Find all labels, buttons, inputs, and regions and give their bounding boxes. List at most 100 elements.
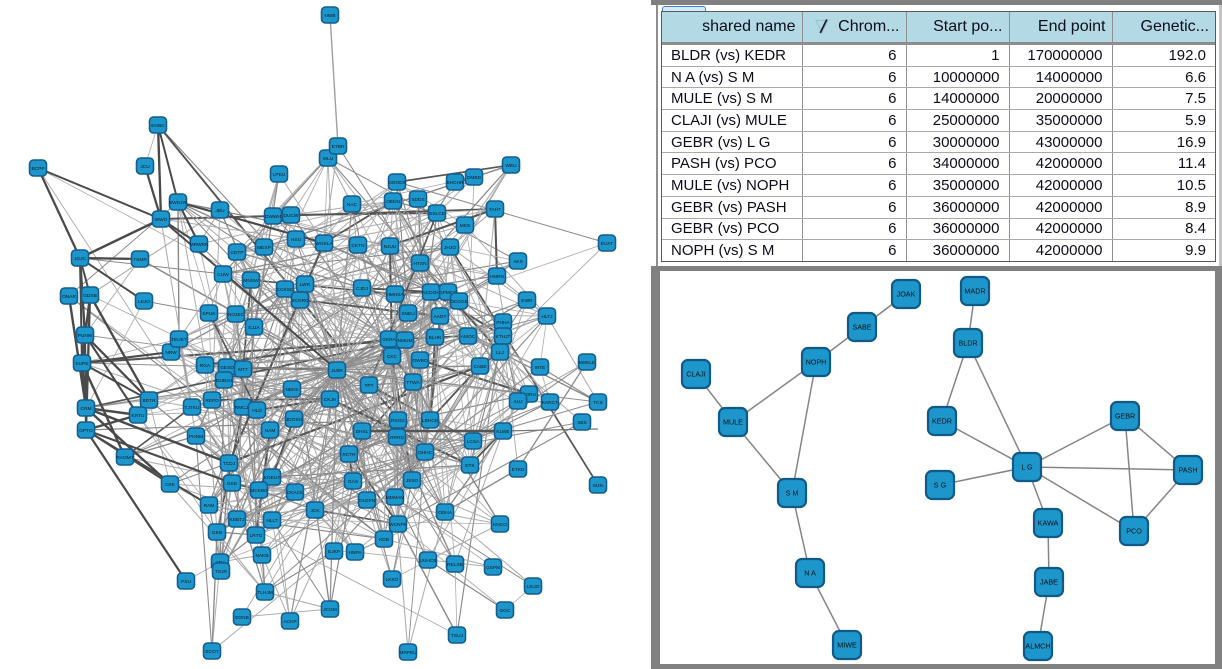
svg-text:SSLCE: SSLCE: [429, 211, 445, 217]
svg-text:ODHA: ODHA: [438, 510, 453, 516]
svg-text:TEUET: TEUET: [171, 337, 187, 343]
svg-text:HMHSA: HMHSA: [386, 292, 404, 298]
svg-text:KAWA: KAWA: [1038, 519, 1059, 528]
svg-text:GKB: GKB: [212, 530, 222, 536]
svg-text:SCGRO: SCGRO: [291, 298, 309, 304]
svg-text:TTWA: TTWA: [406, 380, 420, 386]
svg-text:MSELE: MSELE: [579, 360, 595, 366]
svg-text:ETBR: ETBR: [332, 144, 345, 150]
svg-text:KOEUT: KOEUT: [264, 475, 281, 481]
svg-text:WWO: WWO: [155, 217, 168, 223]
svg-text:JSSO: JSSO: [406, 478, 419, 484]
svg-text:WGKLA: WGKLA: [315, 241, 333, 247]
svg-text:JDOSG: JDOSG: [286, 417, 303, 423]
svg-text:CRM: CRM: [81, 406, 92, 412]
svg-text:MRWRN: MRWRN: [190, 242, 209, 248]
svg-text:NAM: NAM: [265, 428, 276, 434]
svg-text:LLJ: LLJ: [496, 350, 504, 356]
svg-text:NOPH: NOPH: [806, 358, 827, 367]
svg-text:NMUM: NMUM: [398, 338, 413, 344]
svg-text:MKS: MKS: [460, 223, 470, 229]
svg-text:MULE: MULE: [723, 418, 743, 427]
svg-text:EPUK: EPUK: [202, 311, 216, 317]
svg-text:L G: L G: [1021, 463, 1033, 472]
svg-text:BWDJW: BWDJW: [169, 200, 188, 206]
svg-text:LRTG: LRTG: [250, 533, 263, 539]
svg-text:REPD: REPD: [205, 398, 219, 404]
svg-text:CKC: CKC: [387, 354, 398, 360]
svg-text:S M: S M: [786, 489, 799, 498]
svg-text:CUW: CUW: [217, 272, 229, 278]
svg-text:JCK: JCK: [310, 508, 320, 514]
svg-text:OWBO: OWBO: [412, 358, 427, 364]
svg-text:AUJ: AUJ: [513, 399, 523, 405]
svg-text:CKK: CKK: [165, 482, 176, 488]
svg-text:HNPA: HNPA: [349, 550, 363, 556]
svg-text:BDTR: BDTR: [142, 398, 156, 404]
svg-text:LPEU: LPEU: [273, 172, 286, 178]
svg-text:S G: S G: [934, 481, 947, 490]
svg-text:PHHA: PHHA: [496, 320, 510, 326]
svg-text:SBS: SBS: [577, 420, 587, 426]
svg-text:KDB: KDB: [379, 537, 389, 543]
svg-text:RAOMT: RAOMT: [116, 455, 133, 461]
svg-text:TSUJ: TSUJ: [451, 633, 464, 639]
svg-text:ACKP: ACKP: [283, 619, 296, 625]
svg-text:BCPP: BCPP: [31, 166, 44, 172]
svg-text:BLDR: BLDR: [958, 339, 977, 348]
svg-text:LSUO: LSUO: [526, 584, 539, 590]
svg-text:LWR: LWR: [300, 282, 311, 288]
svg-text:LBHCE: LBHCE: [422, 418, 438, 424]
svg-text:MADR: MADR: [964, 287, 985, 296]
svg-text:GKRA: GKRA: [382, 337, 396, 343]
svg-text:AMOC: AMOC: [461, 334, 476, 340]
svg-text:DMBD: DMBD: [467, 175, 482, 181]
svg-text:GAS: GAS: [348, 479, 358, 485]
svg-text:EJKP: EJKP: [328, 549, 340, 555]
svg-text:RGA: RGA: [200, 363, 211, 369]
svg-text:NAC: NAC: [347, 202, 358, 208]
svg-text:JLBR: JLBR: [331, 368, 343, 374]
svg-text:LKKO: LKKO: [386, 577, 399, 583]
svg-text:JOAK: JOAK: [897, 290, 916, 299]
svg-text:GPTO: GPTO: [79, 428, 93, 434]
svg-text:EONB: EONB: [235, 615, 249, 621]
svg-text:NCDOH: NCDOH: [422, 290, 440, 296]
svg-text:CDTP: CDTP: [230, 250, 243, 256]
svg-text:KEDR: KEDR: [932, 417, 952, 426]
svg-text:PASH: PASH: [1178, 466, 1197, 475]
svg-text:CJDJ: CJDJ: [356, 286, 368, 292]
svg-text:ETKD: ETKD: [512, 467, 525, 473]
svg-text:RMCJP: RMCJP: [235, 405, 252, 411]
svg-text:KARCT: KARCT: [542, 400, 558, 406]
svg-text:RSOC: RSOC: [391, 418, 405, 424]
svg-text:JGJC: JGJC: [74, 256, 87, 262]
svg-text:MTT: MTT: [238, 367, 248, 373]
svg-text:TAHT: TAHT: [489, 207, 501, 213]
svg-text:GGC: GGC: [500, 608, 511, 614]
svg-text:KEBTJ: KEBTJ: [230, 517, 246, 523]
svg-text:PCO: PCO: [1126, 527, 1142, 536]
svg-text:JHJO: JHJO: [444, 245, 456, 251]
svg-text:NEKE: NEKE: [285, 387, 298, 393]
svg-text:JBU: JBU: [215, 208, 225, 214]
svg-text:GSPM: GSPM: [486, 565, 500, 571]
svg-text:PUNW: PUNW: [78, 333, 93, 339]
svg-text:MRPEU: MRPEU: [399, 650, 417, 656]
svg-text:RAM: RAM: [204, 503, 215, 509]
svg-text:LEJO: LEJO: [138, 299, 150, 305]
svg-text:EOBC: EOBC: [151, 123, 165, 129]
svg-text:CKTN: CKTN: [351, 243, 365, 249]
svg-text:SABE: SABE: [852, 323, 871, 332]
svg-text:GDSB: GDSB: [83, 293, 97, 299]
svg-text:EWR: EWR: [521, 298, 533, 304]
svg-text:DHSL: DHSL: [356, 429, 369, 435]
svg-text:HLD: HLD: [252, 408, 262, 414]
svg-text:CLAJI: CLAJI: [686, 370, 706, 379]
svg-text:GESD: GESD: [220, 365, 234, 371]
svg-text:GPMCO: GPMCO: [439, 290, 457, 296]
svg-text:WEU: WEU: [505, 163, 517, 169]
svg-text:TSMR: TSMR: [133, 257, 147, 263]
svg-text:ETK: ETK: [465, 463, 475, 469]
svg-text:TCS: TCS: [593, 400, 603, 406]
